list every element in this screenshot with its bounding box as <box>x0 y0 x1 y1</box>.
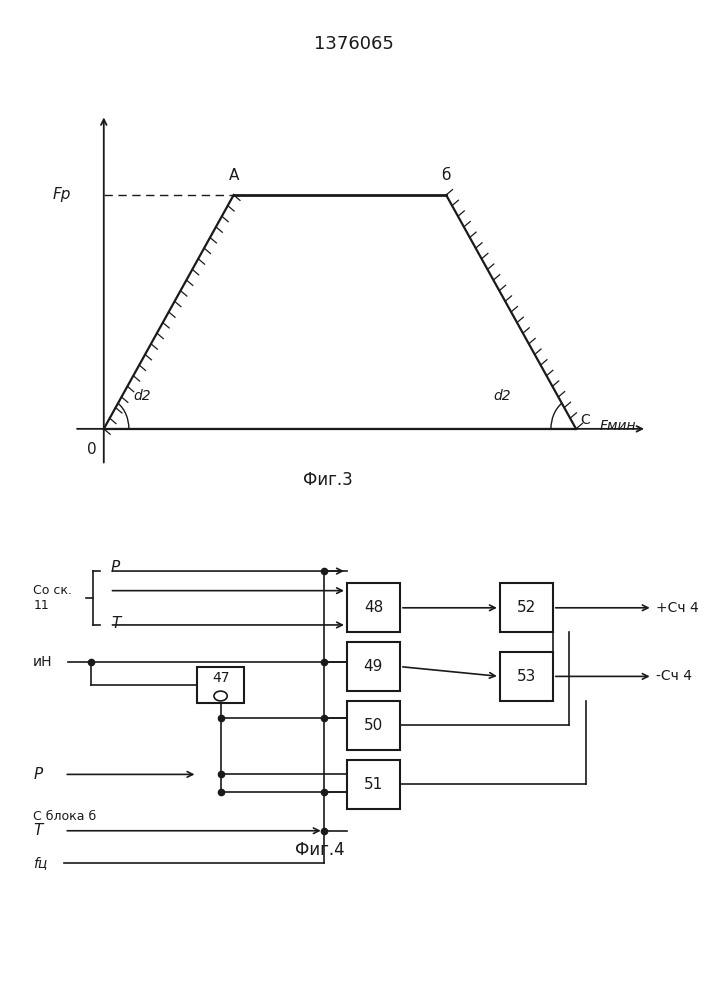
Text: T: T <box>111 616 120 631</box>
Bar <box>197 667 244 703</box>
Text: 48: 48 <box>364 600 383 615</box>
Text: 0: 0 <box>87 442 97 457</box>
Text: 11: 11 <box>33 599 49 612</box>
Bar <box>347 642 400 691</box>
Text: C: C <box>580 413 590 427</box>
Text: T: T <box>33 823 42 838</box>
Text: A: A <box>228 168 239 183</box>
Text: fц: fц <box>33 856 47 870</box>
Text: 53: 53 <box>517 669 536 684</box>
Text: +Сч 4: +Сч 4 <box>656 601 699 615</box>
Text: Fмин: Fмин <box>600 419 636 433</box>
Text: б: б <box>441 168 451 183</box>
Text: Фиг.3: Фиг.3 <box>303 471 353 489</box>
Bar <box>500 583 553 632</box>
Text: 51: 51 <box>364 777 383 792</box>
Text: 1376065: 1376065 <box>314 35 393 53</box>
Text: Co ск.: Co ск. <box>33 584 72 597</box>
Text: Фиг.4: Фиг.4 <box>296 841 345 859</box>
Text: Fp: Fp <box>53 188 71 202</box>
Text: d2: d2 <box>493 389 511 403</box>
Text: P: P <box>33 767 42 782</box>
Text: P: P <box>111 560 120 575</box>
Text: 52: 52 <box>517 600 536 615</box>
Bar <box>500 652 553 701</box>
Text: 47: 47 <box>212 671 229 685</box>
Bar <box>347 583 400 632</box>
Text: 49: 49 <box>363 659 383 674</box>
Bar <box>347 760 400 809</box>
Text: d2: d2 <box>134 389 151 403</box>
Text: -Сч 4: -Сч 4 <box>656 669 692 683</box>
Bar <box>347 701 400 750</box>
Text: 50: 50 <box>364 718 383 733</box>
Text: иН: иН <box>33 655 53 669</box>
Text: С блока б: С блока б <box>33 810 96 823</box>
